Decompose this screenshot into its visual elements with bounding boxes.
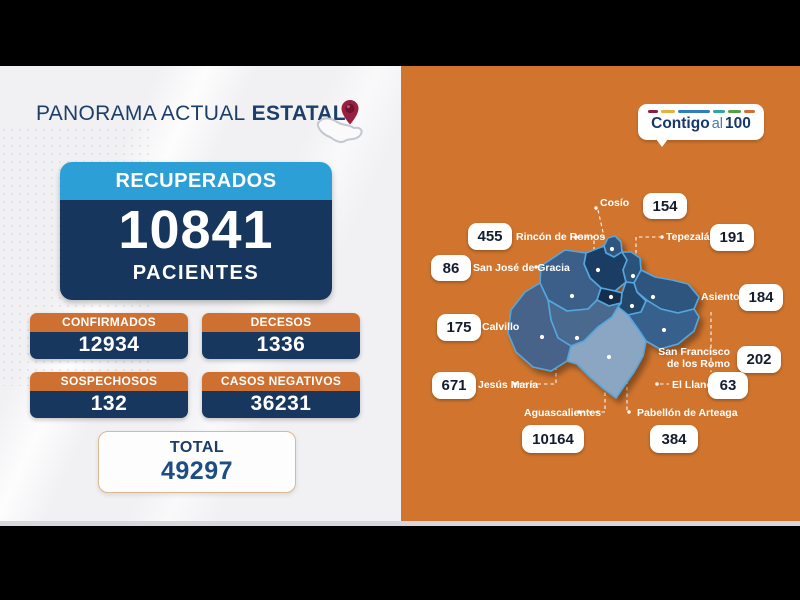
stat-value: 36231 xyxy=(202,391,360,418)
map-region-calvillo xyxy=(507,282,572,372)
stat-value: 132 xyxy=(30,391,188,418)
stat-box-sospechosos: SOSPECHOSOS 132 xyxy=(30,372,188,418)
municipality-value-tepezala: 191 xyxy=(710,224,754,251)
municipality-value-jesus-maria: 671 xyxy=(432,372,476,399)
municipality-label-cosio: Cosío xyxy=(600,197,630,209)
map-region-aguascalientes xyxy=(566,306,647,399)
municipality-value-aguascalientes: 10164 xyxy=(522,425,584,453)
municipality-label-calvillo: Calvillo xyxy=(482,321,520,333)
recovered-value: 10841 xyxy=(118,200,274,260)
municipality-value-el-llano: 63 xyxy=(708,372,748,399)
total-value: 49297 xyxy=(160,457,234,485)
mexico-map-pin-icon xyxy=(316,100,363,144)
municipality-label-pabellon-de-arteaga: Pabellón de Arteaga xyxy=(637,407,738,419)
stat-box-casos-negativos: CASOS NEGATIVOS 36231 xyxy=(202,372,360,418)
municipality-label-asientos: Asientos xyxy=(701,291,746,303)
logo-text: Contigo al 100 xyxy=(651,115,751,132)
municipality-value-pabellon-de-arteaga: 384 xyxy=(650,425,698,453)
contigo-al-100-logo: Contigo al 100 xyxy=(638,104,764,147)
title-regular: PANORAMA ACTUAL xyxy=(36,102,246,125)
stat-label: CASOS NEGATIVOS xyxy=(202,372,360,391)
municipality-value-calvillo: 175 xyxy=(437,314,481,341)
municipality-value-san-jose-de-gracia: 86 xyxy=(431,255,471,281)
stat-box-decesos: DECESOS 1336 xyxy=(202,313,360,359)
stat-box-confirmados: CONFIRMADOS 12934 xyxy=(30,313,188,359)
stat-value: 12934 xyxy=(30,332,188,359)
stat-label: DECESOS xyxy=(202,313,360,332)
mexico-outline xyxy=(316,117,363,144)
stat-value: 1336 xyxy=(202,332,360,359)
municipality-label-san-jose-de-gracia: San José de Gracia xyxy=(473,262,570,274)
recovered-header: RECUPERADOS xyxy=(60,162,332,200)
municipality-label-rincon-de-romos: Rincón de Romos xyxy=(516,231,606,243)
municipality-value-asientos: 184 xyxy=(739,284,783,311)
recovered-body: 10841 PACIENTES xyxy=(60,200,332,300)
municipality-label-aguascalientes: Aguascalientes xyxy=(524,407,602,419)
municipality-label-el-llano: El Llano xyxy=(672,379,713,391)
stats-panel: PANORAMA ACTUAL ESTATAL RECUPERADOS 1084… xyxy=(0,66,401,521)
municipality-label-jesus-maria: Jesús María xyxy=(478,379,539,391)
municipality-label-tepezala: Tepezalá xyxy=(666,231,710,243)
stat-label: CONFIRMADOS xyxy=(30,313,188,332)
logo-dashes xyxy=(648,110,764,113)
stat-label: SOSPECHOSOS xyxy=(30,372,188,391)
total-label: TOTAL xyxy=(169,439,225,456)
page-title: PANORAMA ACTUAL ESTATAL xyxy=(36,102,346,126)
municipality-value-san-francisco-de-los-romo: 202 xyxy=(737,346,781,373)
municipality-regions xyxy=(507,235,700,399)
broadcast-graphic: PANORAMA ACTUAL ESTATAL RECUPERADOS 1084… xyxy=(0,66,800,521)
aguascalientes-map xyxy=(507,206,712,414)
recovered-card: RECUPERADOS 10841 PACIENTES xyxy=(60,162,332,300)
total-box: TOTAL 49297 xyxy=(98,431,296,493)
municipality-value-rincon-de-romos: 455 xyxy=(468,223,512,250)
recovered-unit: PACIENTES xyxy=(132,262,260,284)
bottom-divider xyxy=(0,521,800,526)
municipality-value-cosio: 154 xyxy=(643,193,687,219)
municipality-dots xyxy=(539,246,667,360)
municipality-label-san-francisco-de-los-romo: San Francisco de los Romo xyxy=(658,346,730,370)
map-panel: Contigo al 100 xyxy=(401,66,800,521)
